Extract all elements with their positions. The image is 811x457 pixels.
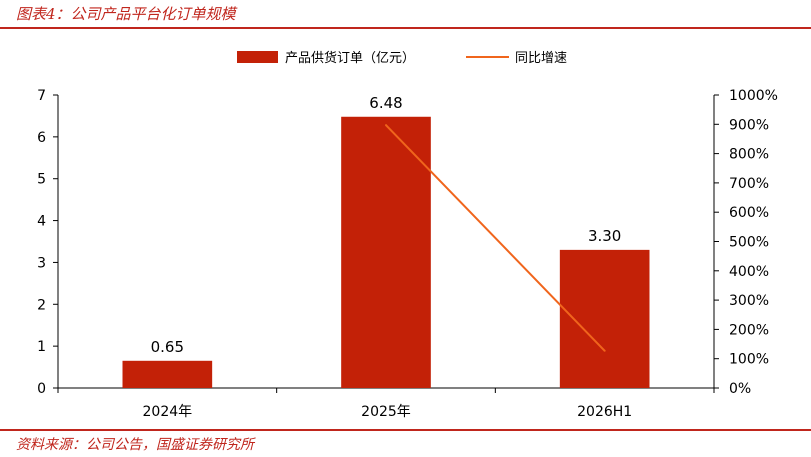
y2-tick-label: 1000% <box>729 88 778 104</box>
y2-tick-label: 800% <box>729 147 769 163</box>
bar-value-label: 6.48 <box>369 94 402 112</box>
y-tick-label: 3 <box>37 255 46 271</box>
bar <box>122 360 213 388</box>
y-tick-label: 6 <box>37 130 46 146</box>
y-tick-label: 5 <box>37 172 46 188</box>
y-tick-label: 7 <box>37 88 46 104</box>
y-tick-label: 2 <box>37 297 46 313</box>
y-tick-label: 0 <box>37 381 46 397</box>
y2-tick-label: 200% <box>729 322 769 338</box>
growth-line-path <box>385 124 606 352</box>
y2-tick-label: 600% <box>729 205 769 221</box>
y2-tick-label: 900% <box>729 117 769 133</box>
bar-value-label: 3.30 <box>588 227 621 245</box>
growth-line <box>385 124 606 352</box>
legend-label-orders: 产品供货订单（亿元） <box>285 50 415 66</box>
legend-label-growth: 同比增速 <box>515 51 567 66</box>
figure-source: 资料来源：公司公告，国盛证券研究所 <box>16 437 254 453</box>
bars <box>122 116 650 388</box>
data-labels: 0.65 6.48 3.30 <box>151 94 622 356</box>
y2-tick-label: 700% <box>729 176 769 192</box>
x-tick-label: 2025年 <box>361 404 411 420</box>
legend-swatch-orders <box>237 51 278 63</box>
bar <box>341 116 431 388</box>
x-tick-label: 2024年 <box>143 404 193 420</box>
y2-tick-label: 0% <box>729 381 751 397</box>
y2-tick-label: 400% <box>729 264 769 280</box>
bar-value-label: 0.65 <box>151 338 184 356</box>
y2-tick-label: 300% <box>729 293 769 309</box>
y2-tick-label: 500% <box>729 235 769 251</box>
growth-line-point <box>385 124 387 127</box>
growth-line-point <box>603 349 606 352</box>
source-rule <box>0 429 811 431</box>
x-tick-label: 2026H1 <box>577 404 632 420</box>
figure-title: 图表4：公司产品平台化订单规模 <box>16 5 236 23</box>
y2-tick-label: 100% <box>729 352 769 368</box>
title-rule <box>0 27 811 29</box>
y-tick-label: 4 <box>37 214 46 230</box>
legend: 产品供货订单（亿元） 同比增速 <box>237 50 567 66</box>
y-tick-label: 1 <box>37 339 46 355</box>
